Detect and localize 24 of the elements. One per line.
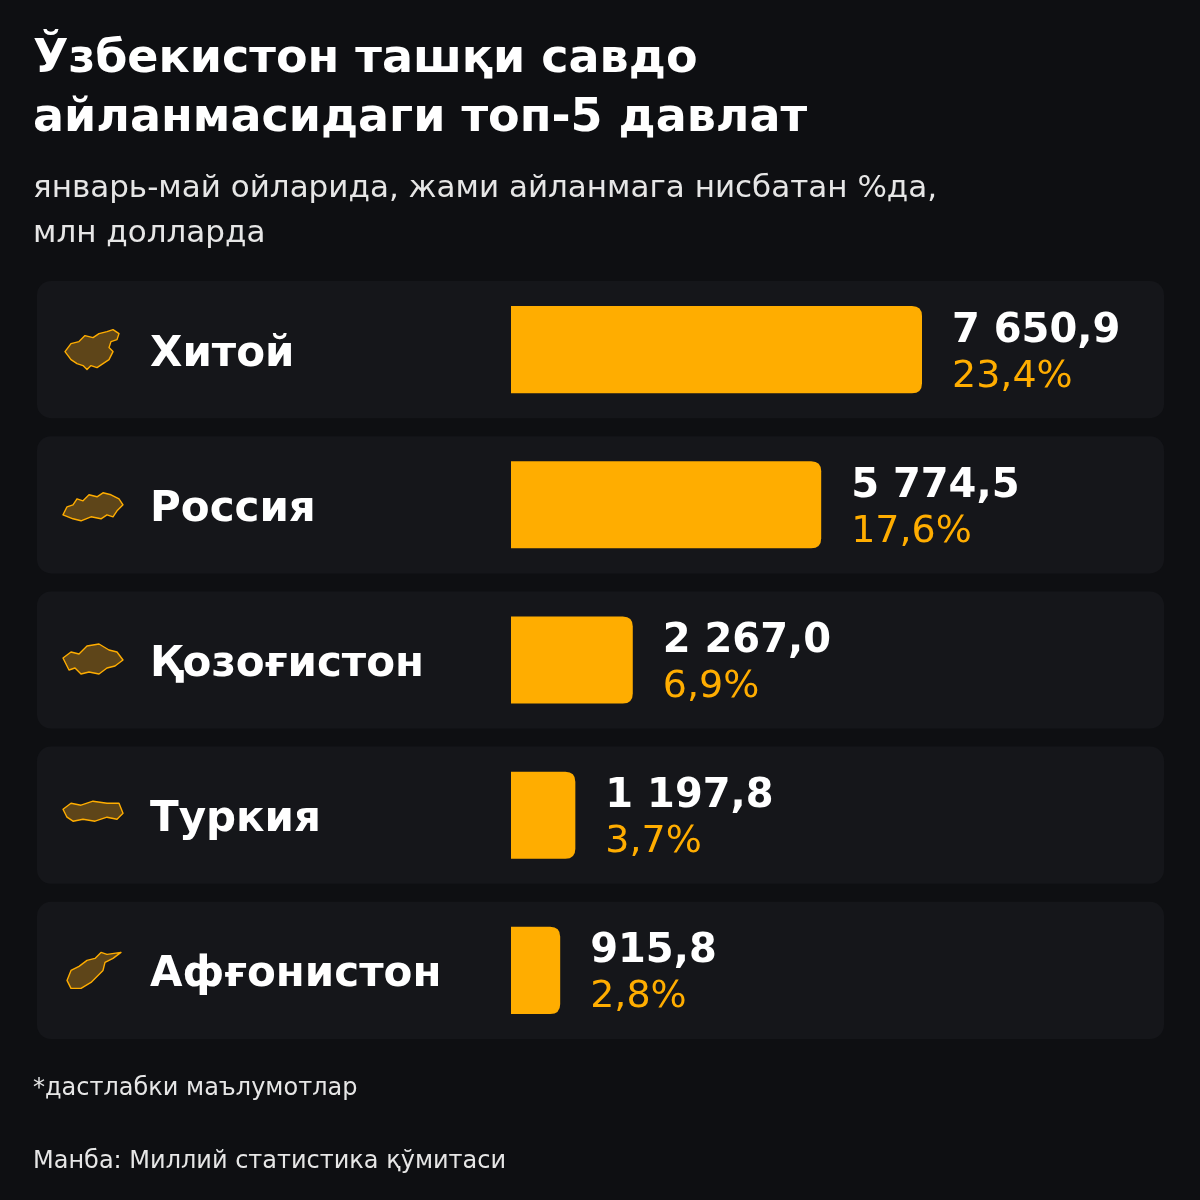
data-label: 7 650,9 [952, 304, 1121, 351]
annotation: 2,8% [590, 972, 687, 1017]
annotation: 3,7% [605, 817, 702, 862]
data-label: 2 267,0 [662, 615, 832, 661]
annotation: 23,4% [952, 351, 1073, 396]
text: *дастлабки маълумотлар [33, 1073, 358, 1101]
bar [511, 616, 633, 704]
chart-title: Ўзбекистон ташқи савдо айланмасидаги топ-5 давлат [33, 29, 808, 142]
y-tick-label: Хитой [150, 326, 295, 376]
text: Манба: Миллий статистика қўмитаси [33, 1146, 507, 1174]
bar [511, 771, 576, 859]
bar [511, 926, 561, 1014]
data-label: 1 197,8 [605, 770, 774, 817]
data-label: 915,8 [590, 925, 717, 972]
y-tick-label: Туркия [150, 792, 321, 842]
annotation: 6,9% [662, 662, 760, 706]
chart-subtitle: январь-май ойларида, жами айланмага нисбатан %да, млн долларда [33, 168, 938, 249]
y-tick-label: Афғонистон [150, 947, 442, 997]
bar [511, 306, 922, 394]
y-tick-label: Россия [150, 481, 316, 531]
annotation: 17,6% [851, 506, 972, 551]
data-label: 5 774,5 [851, 459, 1020, 506]
bar [511, 461, 822, 549]
y-tick-label: Қозоғистон [150, 637, 425, 686]
